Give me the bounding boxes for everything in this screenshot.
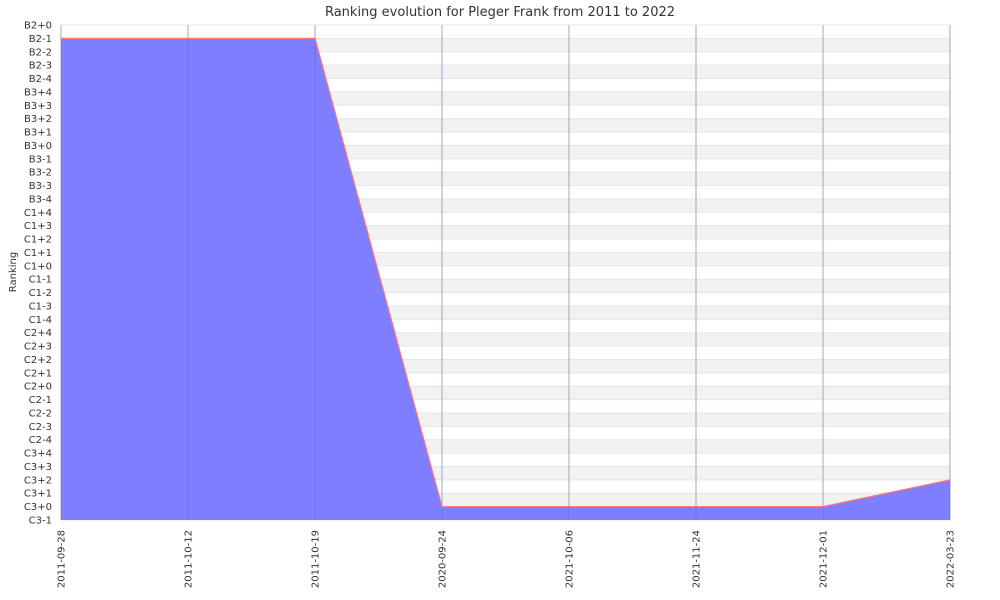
x-tick-label: 2021-12-01 bbox=[819, 530, 830, 588]
y-tick-label: B3+4 bbox=[24, 87, 52, 98]
x-tick-label: 2022-03-23 bbox=[946, 530, 957, 588]
x-tick-label: 2021-10-06 bbox=[565, 530, 576, 588]
y-tick-label: C3+2 bbox=[24, 475, 52, 486]
y-tick-label: C2-2 bbox=[29, 408, 52, 419]
y-tick-label: C1+4 bbox=[24, 208, 52, 219]
y-tick-label: C2+0 bbox=[24, 382, 52, 393]
y-tick-label: B2+0 bbox=[24, 21, 52, 32]
y-tick-label: C2+3 bbox=[24, 342, 52, 353]
y-tick-label: B3-3 bbox=[29, 181, 52, 192]
y-tick-labels: C3-1 C3+0 C3+1 C3+2 C3+3 C3+4 C2-4 C2-3 C2-2 C2-1… bbox=[24, 21, 52, 527]
y-tick-label: C3+3 bbox=[24, 462, 52, 473]
area-layer bbox=[60, 25, 951, 520]
data-point bbox=[949, 479, 951, 481]
y-tick-label: C1+3 bbox=[24, 221, 52, 232]
y-tick-label: B3-2 bbox=[29, 168, 52, 179]
y-tick-label: C2-1 bbox=[29, 395, 52, 406]
data-point bbox=[441, 505, 443, 508]
y-tick-label: C3+1 bbox=[24, 489, 52, 500]
y-axis-title: Ranking bbox=[8, 252, 19, 292]
y-tick-label: C3+4 bbox=[24, 449, 52, 460]
data-point bbox=[822, 505, 824, 508]
area-fill bbox=[61, 38, 950, 520]
y-tick-label: B2-4 bbox=[29, 74, 52, 85]
y-tick-label: C1-3 bbox=[29, 301, 52, 312]
y-tick-label: C2-4 bbox=[29, 435, 52, 446]
x-tick-label: 2011-09-28 bbox=[57, 530, 68, 588]
y-tick-label: C1-2 bbox=[29, 288, 52, 299]
x-tick-label: 2011-10-19 bbox=[311, 530, 322, 588]
y-tick-label: C1-4 bbox=[29, 315, 52, 326]
data-point bbox=[60, 37, 62, 40]
y-tick-label: C3-1 bbox=[29, 516, 52, 527]
y-tick-label: B2-1 bbox=[29, 34, 52, 45]
x-tick-labels: 2011-09-28 2011-10-12 2011-10-19 2020-09-24… bbox=[57, 530, 957, 588]
y-tick-label: C1+2 bbox=[24, 235, 52, 246]
y-tick-label: B3-1 bbox=[29, 154, 52, 165]
y-tick-label: C2+1 bbox=[24, 368, 52, 379]
y-tick-label: B3+1 bbox=[24, 128, 52, 139]
y-tick-label: B3+0 bbox=[24, 141, 52, 152]
y-tick-label: C1+0 bbox=[24, 261, 52, 272]
x-tick-label: 2021-11-24 bbox=[692, 530, 703, 588]
data-point bbox=[314, 37, 316, 40]
y-tick-label: B3+2 bbox=[24, 114, 52, 125]
y-tick-label: C2-3 bbox=[29, 422, 52, 433]
y-tick-label: C3+0 bbox=[24, 502, 52, 513]
y-tick-label: B2-2 bbox=[29, 47, 52, 58]
y-tick-label: C2+4 bbox=[24, 328, 52, 339]
y-tick-label: B3-4 bbox=[29, 194, 52, 205]
chart-title: Ranking evolution for Pleger Frank from … bbox=[325, 5, 675, 20]
y-tick-label: B2-3 bbox=[29, 61, 52, 72]
x-tick-label: 2011-10-12 bbox=[184, 530, 195, 588]
x-tick-label: 2020-09-24 bbox=[438, 530, 449, 588]
y-tick-label: C1-1 bbox=[29, 275, 52, 286]
y-tick-label: B3+3 bbox=[24, 101, 52, 112]
y-tick-label: C2+2 bbox=[24, 355, 52, 366]
y-tick-label: C1+1 bbox=[24, 248, 52, 259]
